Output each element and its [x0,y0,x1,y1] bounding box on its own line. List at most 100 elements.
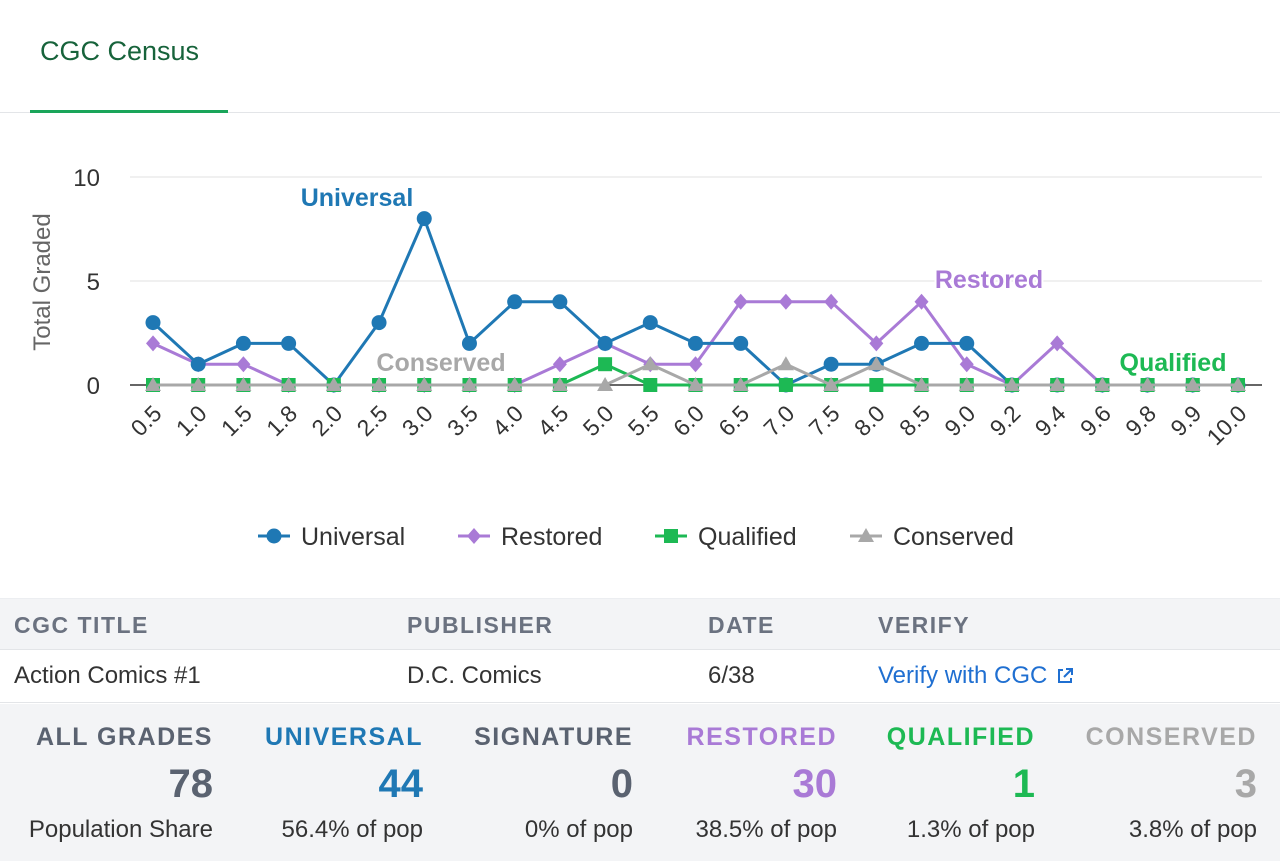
data-point [371,377,388,391]
data-point [914,293,929,310]
data-point [325,377,342,391]
table-row: Action Comics #1 D.C. Comics 6/38 Verify… [0,650,1280,703]
y-tick-label: 0 [87,373,100,400]
data-point [281,335,297,351]
data-point [146,335,160,352]
data-point [1003,377,1020,391]
tab-label: CGC Census [40,36,200,66]
x-tick-label: 7.0 [758,400,799,441]
data-point [1050,335,1065,352]
comic-date: 6/38 [708,662,755,689]
data-point [190,377,207,391]
data-point [732,377,749,391]
data-point [643,378,658,392]
x-tick-label: 6.5 [713,400,754,441]
data-point [869,335,884,352]
x-tick-label: 2.5 [352,400,393,441]
data-point [733,293,748,310]
verify-link-label: Verify with CGC [878,662,1048,689]
data-point [145,377,161,391]
x-tick-label: 2.0 [306,400,347,441]
data-point [913,377,930,391]
x-tick-label: 1.5 [216,400,257,441]
legend-item-qualified: Qualified [655,523,797,551]
stat-universal: UNIVERSAL 44 56.4% of pop [213,704,423,861]
series-conserved [145,356,1246,391]
external-link-icon [1058,668,1074,683]
x-tick-label: 8.5 [894,400,935,441]
series-label: Conserved [376,349,505,377]
verify-with-cgc-link[interactable]: Verify with CGC [878,662,1075,690]
table-header-row: CGC TITLE PUBLISHER DATE VERIFY [0,598,1280,650]
x-axis-ticks: 0.5 1.0 1.5 1.8 2.0 2.5 3.0 3.5 4.0 4.5 5.0 5.5 6.0 6… [126,400,1252,450]
header-verify: VERIFY [878,612,971,638]
data-point [552,356,567,373]
x-tick-label: 1.8 [261,400,302,441]
data-point [687,377,704,391]
data-point [778,378,793,392]
data-point [664,529,678,543]
y-axis-label: Total Graded [29,213,56,350]
data-point [688,335,703,351]
data-point [467,528,481,544]
data-point [598,357,613,372]
data-point [1049,377,1066,391]
comic-title: Action Comics #1 [14,662,201,689]
stat-sub: 56.4% of pop [281,816,423,843]
x-tick-label: 5.0 [578,400,619,441]
data-point [552,294,568,310]
population-stats: ALL GRADES 78 Population Share UNIVERSAL… [0,704,1280,861]
data-point [959,335,975,351]
x-tick-label: 3.5 [442,400,483,441]
header-cgc-title: CGC TITLE [14,612,149,638]
data-point [777,356,794,371]
data-point [235,335,251,351]
stat-label: ALL GRADES [35,723,213,751]
legend-label: Conserved [893,523,1014,551]
stat-value: 1 [1012,762,1035,806]
stat-value: 3 [1234,762,1257,806]
stat-label: CONSERVED [1085,723,1257,751]
data-point [235,377,252,391]
data-point [1139,377,1156,391]
legend-item-conserved: Conserved [850,523,1014,551]
tab-cgc-census[interactable]: CGC Census [30,0,228,113]
x-tick-label: 9.6 [1075,400,1116,441]
x-tick-label: 4.5 [532,400,573,441]
stat-signature: SIGNATURE 0 0% of pop [423,704,633,861]
data-point [236,356,251,373]
tab-bar: CGC Census [0,0,1280,113]
data-point [1094,377,1111,391]
data-point [688,356,703,373]
data-point [551,377,568,391]
x-tick-label: 1.0 [171,400,212,441]
x-tick-label: 7.5 [804,400,845,441]
stat-restored: RESTORED 30 38.5% of pop [633,704,837,861]
x-tick-label: 6.0 [668,400,709,441]
stat-value: 44 [378,762,424,806]
data-point [824,293,839,310]
x-tick-label: 9.8 [1120,400,1161,441]
legend-label: Qualified [698,523,797,551]
data-point [858,528,874,542]
data-point [959,356,974,373]
stat-qualified: QUALIFIED 1 1.3% of pop [837,704,1035,861]
data-point [597,335,613,351]
header-publisher: PUBLISHER [407,612,554,638]
series-label: Qualified [1120,349,1227,377]
legend-item-universal: Universal [258,523,405,551]
stat-label: UNIVERSAL [265,723,423,751]
x-tick-label: 9.0 [939,400,980,441]
stat-sub: Population Share [28,816,213,843]
data-point [280,377,297,391]
data-point [823,356,839,372]
data-point [266,528,282,544]
census-line-chart: 0 5 10 Total Graded Universal Restored Quali… [29,165,1262,551]
x-tick-label: 3.0 [397,400,438,441]
stat-value: 30 [792,762,838,806]
y-tick-label: 5 [87,269,100,296]
series: Universal Restored Qualified Conserved [145,182,1246,393]
data-point [914,335,930,351]
header-date: DATE [708,612,775,638]
data-point [869,378,884,392]
